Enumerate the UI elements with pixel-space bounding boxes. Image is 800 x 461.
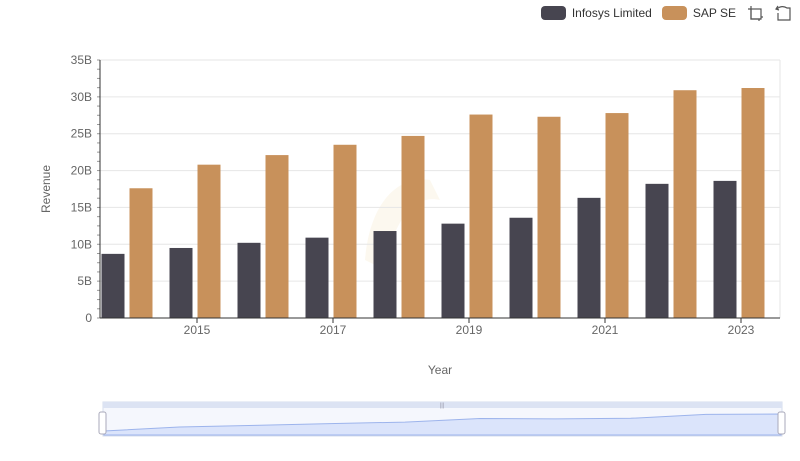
x-tick-label: 2021 xyxy=(592,323,619,337)
y-tick-label: 35B xyxy=(71,53,92,67)
slider-top-bar[interactable] xyxy=(103,402,782,408)
slider-grip-icon: ||| xyxy=(440,403,445,409)
x-tick-label: 2023 xyxy=(728,323,755,337)
x-tick-label: 2019 xyxy=(456,323,483,337)
slider-handle-right[interactable] xyxy=(777,411,786,435)
legend-swatch-infosys xyxy=(540,6,566,20)
zoom-select-icon[interactable] xyxy=(746,4,764,22)
bar-sap-2018[interactable] xyxy=(401,135,425,318)
zoom-reset-icon[interactable] xyxy=(774,4,792,22)
bar-infosys-2020[interactable] xyxy=(509,217,533,318)
legend: Infosys Limited SAP SE xyxy=(540,4,792,22)
x-axis-title: Year xyxy=(428,363,452,377)
bar-sap-2021[interactable] xyxy=(605,113,629,319)
x-tick-label: 2015 xyxy=(184,323,211,337)
y-tick-label: 5B xyxy=(77,274,92,288)
tick-labels: 0 5B 10B 15B 20B 25B 30B 35B 2015 2017 2019 2021 202… xyxy=(71,53,755,337)
y-tick-label: 30B xyxy=(71,90,92,104)
bar-infosys-2021[interactable] xyxy=(577,197,601,318)
bar-infosys-2022[interactable] xyxy=(645,183,669,318)
bar-sap-2023[interactable] xyxy=(741,88,765,318)
legend-label-sap: SAP SE xyxy=(692,6,736,20)
legend-item-infosys[interactable]: Infosys Limited xyxy=(540,6,652,20)
y-tick-label: 20B xyxy=(71,164,92,178)
y-tick-label: 15B xyxy=(71,200,92,214)
y-tick-label: 25B xyxy=(71,127,92,141)
bar-sap-2017[interactable] xyxy=(333,144,357,318)
bar-infosys-2017[interactable] xyxy=(305,237,329,318)
y-tick-label: 10B xyxy=(71,237,92,251)
legend-item-sap[interactable]: SAP SE xyxy=(661,6,736,20)
bar-infosys-2018[interactable] xyxy=(373,231,397,318)
bar-infosys-2014[interactable] xyxy=(101,253,125,318)
bar-sap-2019[interactable] xyxy=(469,114,493,318)
x-tick-label: 2017 xyxy=(320,323,347,337)
y-axis-title: Revenue xyxy=(39,165,53,213)
axes xyxy=(99,60,780,319)
slider-handle-left[interactable] xyxy=(98,411,107,435)
bars xyxy=(101,88,765,319)
bar-sap-2016[interactable] xyxy=(265,155,289,318)
bar-sap-2014[interactable] xyxy=(129,188,153,318)
bar-sap-2022[interactable] xyxy=(673,90,697,318)
bar-sap-2020[interactable] xyxy=(537,116,561,318)
bar-infosys-2023[interactable] xyxy=(713,180,737,318)
bar-infosys-2015[interactable] xyxy=(169,247,193,318)
legend-swatch-sap xyxy=(661,6,687,20)
y-tick-label: 0 xyxy=(85,311,92,325)
bar-infosys-2016[interactable] xyxy=(237,242,261,318)
bar-sap-2015[interactable] xyxy=(197,164,221,318)
legend-label-infosys: Infosys Limited xyxy=(571,6,652,20)
bar-infosys-2019[interactable] xyxy=(441,223,465,318)
data-zoom-slider[interactable]: ||| xyxy=(98,401,786,437)
